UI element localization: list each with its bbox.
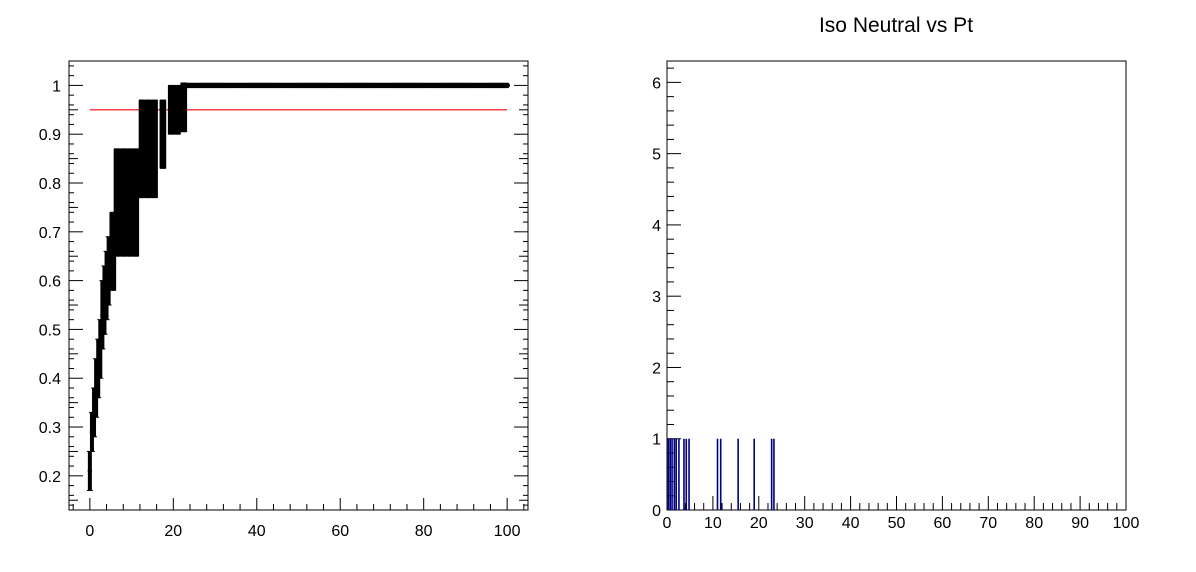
data-point <box>152 146 157 152</box>
y-tick-label: 6 <box>652 75 661 92</box>
y-tick-label: 0.8 <box>39 176 61 193</box>
x-tick-label: 80 <box>415 523 433 540</box>
x-tick-label: 90 <box>1071 515 1089 532</box>
data-point <box>114 200 120 205</box>
data-point <box>146 146 151 152</box>
y-tick-label: 0.9 <box>39 127 61 144</box>
x-tick-label: 60 <box>331 523 349 540</box>
x-tick-label: 10 <box>704 515 722 532</box>
y-tick-label: 5 <box>652 147 661 164</box>
x-tick-label: 0 <box>85 523 94 540</box>
y-tick-label: 1 <box>52 78 61 95</box>
data-point <box>175 107 180 113</box>
y-tick-label: 0.4 <box>39 371 61 388</box>
y-tick-label: 1 <box>652 432 661 449</box>
y-tick-label: 4 <box>652 218 661 235</box>
plot-frame <box>666 60 1127 511</box>
x-tick-label: 20 <box>750 515 768 532</box>
data-point <box>127 200 132 205</box>
x-tick-label: 50 <box>888 515 906 532</box>
x-tick-label: 80 <box>1025 515 1043 532</box>
data-point <box>504 82 510 89</box>
x-tick-label: 20 <box>164 523 182 540</box>
x-tick-label: 40 <box>248 523 266 540</box>
x-tick-label: 40 <box>842 515 860 532</box>
chart-title: Iso Neutral vs Pt <box>819 14 973 37</box>
data-point <box>87 468 93 474</box>
x-tick-label: 0 <box>663 515 672 532</box>
y-tick-label: 0.6 <box>39 274 61 291</box>
x-tick-label: 30 <box>796 515 814 532</box>
y-tick-label: 2 <box>652 360 661 377</box>
data-point <box>139 146 145 152</box>
data-point <box>160 132 166 137</box>
y-tick-label: 0.2 <box>39 469 61 486</box>
y-tick-label: 0.7 <box>39 225 61 242</box>
y-tick-label: 0.3 <box>39 420 61 437</box>
data-point <box>169 107 174 113</box>
y-tick-label: 0.5 <box>39 322 61 339</box>
plot-frame <box>68 60 529 511</box>
efficiency-plot: 0.2 0.3 0.4 0.5 0.6 0.7 0.8 0.9 1 0 20 40 60 80 100 <box>39 60 529 540</box>
x-tick-label: 60 <box>934 515 952 532</box>
data-point <box>133 200 138 205</box>
x-tick-label: 70 <box>979 515 997 532</box>
x-tick-label: 100 <box>1113 515 1140 532</box>
data-point <box>181 105 186 110</box>
y-tick-label: 0 <box>652 503 661 520</box>
y-tick-label: 3 <box>652 289 661 306</box>
data-point <box>121 200 126 205</box>
x-tick-label: 100 <box>494 523 521 540</box>
